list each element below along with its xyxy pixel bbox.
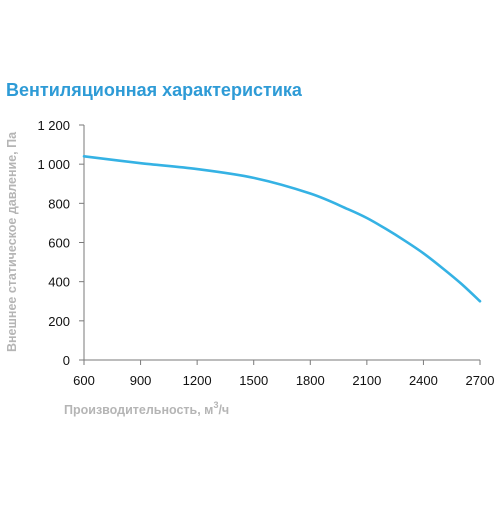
x-tick-label: 1800 <box>296 373 325 388</box>
y-axis: 0 200 400 600 800 1 000 1 200 <box>37 118 85 368</box>
y-tick-label: 400 <box>48 275 70 290</box>
series-group <box>82 155 482 303</box>
y-axis-title: Внешнее статическое давление, Па <box>5 131 19 352</box>
x-tick-label: 1200 <box>183 373 212 388</box>
y-tick-label: 1 000 <box>37 157 70 172</box>
y-tick-label: 1 200 <box>37 118 70 133</box>
series-line-0 <box>82 155 482 303</box>
x-tick-label: 2100 <box>352 373 381 388</box>
chart-title: Вентиляционная характеристика <box>6 80 303 100</box>
x-axis-title-suffix: /ч <box>218 403 229 417</box>
x-tick-label: 1500 <box>239 373 268 388</box>
x-axis-title: Производительность, м3/ч <box>64 400 229 417</box>
y-tick-label: 200 <box>48 314 70 329</box>
x-axis: 600 900 1200 1500 1800 2100 2400 2700 <box>73 359 495 388</box>
x-tick-label: 600 <box>73 373 95 388</box>
x-tick-label: 900 <box>130 373 152 388</box>
y-tick-label: 600 <box>48 236 70 251</box>
y-tick-label: 0 <box>63 353 70 368</box>
x-tick-label: 2700 <box>466 373 495 388</box>
x-tick-label: 2400 <box>409 373 438 388</box>
y-tick-label: 800 <box>48 196 70 211</box>
x-axis-title-superscript: 3 <box>213 400 218 410</box>
x-axis-title-text: Производительность, м <box>64 403 213 417</box>
